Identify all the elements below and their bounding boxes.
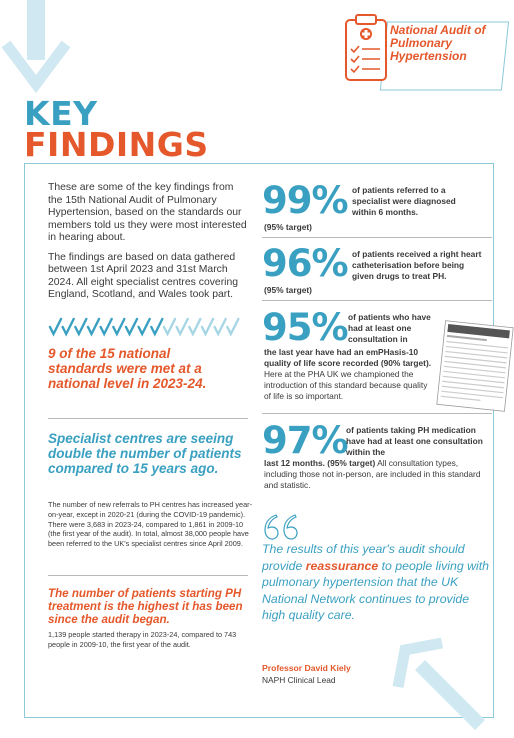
checkmark-icon xyxy=(112,317,126,337)
stat-note-block: last 12 months. (95% target) All consult… xyxy=(264,458,490,490)
specialist-heading: Specialist centres are seeing double the… xyxy=(48,431,242,476)
stat-label: of patients taking PH medication have ha… xyxy=(346,425,483,457)
checkmark-icon xyxy=(124,317,139,337)
checkmark-icon xyxy=(61,317,75,337)
divider xyxy=(262,300,492,301)
starting-heading: The number of patients starting PH treat… xyxy=(48,587,243,626)
checkmark-icon xyxy=(200,317,215,337)
title-line-2: FINDINGS xyxy=(24,125,209,164)
stat-value: 95% xyxy=(262,306,349,349)
stat-value: 96% xyxy=(262,242,349,285)
divider xyxy=(262,413,492,414)
report-thumbnail xyxy=(436,320,514,412)
intro-paragraph-1: These are some of the key findings from … xyxy=(48,182,247,243)
quote-icon xyxy=(264,514,298,540)
checkmark-icon xyxy=(74,317,88,337)
intro-paragraph-2: The findings are based on data gathered … xyxy=(48,251,239,301)
page-title: KEY FINDINGS xyxy=(24,94,209,164)
checkmark-icon xyxy=(99,317,113,337)
specialist-body: The number of new referrals to PH centre… xyxy=(48,500,252,549)
checkmark-icon xyxy=(86,317,101,337)
quote-text-start: The results of this year's audit should … xyxy=(262,542,465,573)
stat-label: of patients referred to a specialist wer… xyxy=(352,185,456,217)
divider xyxy=(48,418,248,419)
checkmark-icon xyxy=(226,317,240,337)
divider xyxy=(262,237,492,238)
standards-tick-row xyxy=(48,317,240,337)
standards-met-text: 9 of the 15 national standards were met … xyxy=(48,346,207,391)
stat-value: 99% xyxy=(262,179,349,222)
content-frame xyxy=(24,163,494,718)
checkmark-icon xyxy=(175,317,189,337)
checkmark-icon xyxy=(48,317,63,337)
clipboard-icon xyxy=(345,14,510,91)
stat-label-continued: the last year have had an emPHasis-10 qu… xyxy=(264,347,432,368)
intro-section: These are some of the key findings from … xyxy=(48,182,248,309)
quote-text: The results of this year's audit should … xyxy=(262,541,492,624)
divider xyxy=(48,575,248,576)
checkmark-icon xyxy=(213,317,227,337)
stat-note: Here at the PHA UK we championed the int… xyxy=(264,369,428,401)
up-arrow-icon xyxy=(392,637,485,730)
badge-title: National Audit of Pulmonary Hypertension xyxy=(390,23,486,63)
quote-author: Professor David Kiely xyxy=(262,663,351,673)
stat-label: of patients who have had at least one co… xyxy=(348,312,431,344)
quote-text-end: to people living with pulmonary hyperten… xyxy=(262,558,489,623)
checkmark-icon xyxy=(150,317,164,337)
quote-author-role: NAPH Clinical Lead xyxy=(262,675,336,685)
checkmark-icon xyxy=(188,317,202,337)
down-arrow-icon xyxy=(1,0,71,94)
stat-value: 97% xyxy=(262,419,349,462)
stat-label: of patients received a right heart cathe… xyxy=(352,249,482,281)
stat-label-continued: last 12 months. (95% target) xyxy=(264,458,376,468)
stat-note: All consultation types, including those … xyxy=(264,458,481,490)
quote-emphasis: reassurance xyxy=(305,558,379,573)
stat-target: (95% target) xyxy=(264,222,312,232)
checkmark-icon xyxy=(162,317,177,337)
title-line-1: KEY xyxy=(24,94,98,133)
stat-target: (95% target) xyxy=(264,285,312,295)
starting-body: 1,139 people started therapy in 2023-24,… xyxy=(48,630,237,649)
checkmark-icon xyxy=(137,317,151,337)
